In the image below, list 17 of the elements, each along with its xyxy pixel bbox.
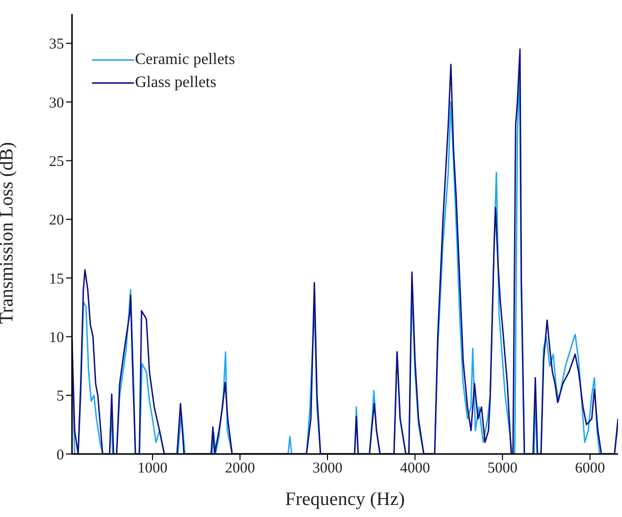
x-tick-label: 2000 <box>225 460 255 477</box>
y-tick-label: 5 <box>56 388 64 405</box>
y-tick-label: 10 <box>49 330 64 346</box>
legend-label: Ceramic pellets <box>135 50 235 70</box>
y-tick-label: 20 <box>49 212 64 229</box>
y-tick-label: 0 <box>56 447 64 464</box>
x-tick-label: 6000 <box>575 460 605 477</box>
legend-label: Glass pellets <box>135 73 216 93</box>
y-tick-label: 30 <box>49 95 64 112</box>
x-tick-label: 3000 <box>312 460 342 477</box>
x-tick-label: 4000 <box>400 460 430 477</box>
x-tick-label: 1000 <box>138 460 168 477</box>
x-axis-title: Frequency (Hz) <box>285 489 405 510</box>
y-tick-label: 15 <box>49 271 64 288</box>
y-tick-label: 25 <box>49 154 64 170</box>
x-tick-label: 5000 <box>488 460 518 477</box>
y-tick-label: 35 <box>49 36 64 53</box>
